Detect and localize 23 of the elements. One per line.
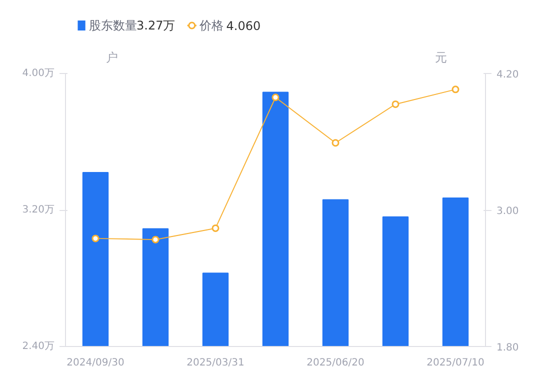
x-tick-label: 2025/06/20 bbox=[306, 358, 364, 368]
point bbox=[152, 236, 160, 244]
x-tick-label: 2024/09/30 bbox=[66, 358, 124, 368]
point bbox=[272, 94, 280, 102]
y2-axis-title: 元 bbox=[435, 50, 448, 64]
y-tick-label: 2.40万 bbox=[22, 341, 54, 352]
y-tick-label: 3.20万 bbox=[22, 204, 54, 216]
point bbox=[392, 100, 400, 108]
y-axis-title: 户 bbox=[106, 50, 118, 64]
legend-label: 价格 bbox=[198, 18, 224, 32]
point bbox=[92, 234, 100, 242]
x-tick-label: 2025/03/31 bbox=[186, 358, 244, 368]
text: 4.060 bbox=[226, 19, 261, 33]
point bbox=[212, 224, 220, 232]
point bbox=[332, 139, 340, 147]
y2-tick-label: 1.80 bbox=[496, 342, 519, 354]
point bbox=[452, 86, 460, 94]
y2-tick-label: 4.20 bbox=[496, 70, 519, 80]
y-tick-label: 4.00万 bbox=[22, 68, 54, 79]
text: 3.27万 bbox=[136, 18, 176, 32]
x-tick-label: 2025/07/10 bbox=[426, 358, 484, 368]
y2-tick-label: 3.00 bbox=[496, 206, 519, 217]
legend-label: 股东数量 bbox=[89, 18, 138, 32]
